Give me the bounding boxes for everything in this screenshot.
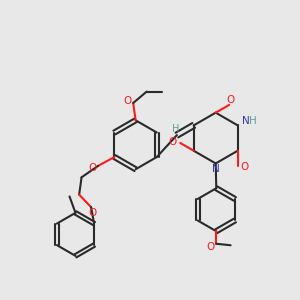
Text: O: O — [169, 137, 177, 147]
Text: H: H — [249, 116, 256, 126]
Text: O: O — [240, 162, 248, 172]
Text: O: O — [123, 96, 131, 106]
Text: O: O — [226, 94, 235, 104]
Text: H: H — [172, 124, 179, 134]
Text: O: O — [207, 242, 215, 252]
Text: O: O — [88, 164, 97, 173]
Text: N: N — [242, 116, 250, 126]
Text: O: O — [88, 208, 97, 218]
Text: N: N — [212, 164, 219, 174]
